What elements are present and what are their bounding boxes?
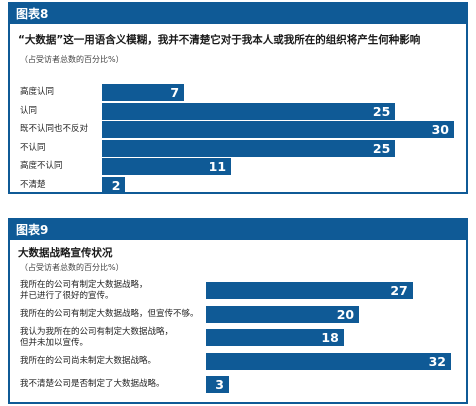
value-label: 3 bbox=[215, 377, 224, 392]
value-label: 11 bbox=[208, 159, 227, 174]
bar: 32 bbox=[206, 352, 451, 370]
bar: 11 bbox=[102, 158, 232, 175]
bar: 18 bbox=[206, 329, 344, 346]
bar: 2 bbox=[102, 176, 126, 194]
value-label: 18 bbox=[321, 330, 339, 345]
chart-title: 大数据战略宣传状况 bbox=[18, 247, 113, 259]
bar: 3 bbox=[206, 376, 229, 393]
category-label: 认同 bbox=[20, 105, 38, 116]
category-label: 我所在的公司有制定大数据战略，但宣传不够。 bbox=[20, 308, 199, 319]
bar: 27 bbox=[206, 282, 413, 299]
category-label: 我所在的公司有制定大数据战略， 并已进行了很好的宣传。 bbox=[20, 279, 148, 301]
chart-header: 图表9 bbox=[10, 220, 466, 240]
bar: 25 bbox=[102, 102, 396, 120]
category-label: 高度不认同 bbox=[20, 161, 63, 171]
value-label: 25 bbox=[372, 140, 391, 156]
chart-header: 图表8 bbox=[10, 4, 466, 24]
value-label: 25 bbox=[372, 103, 391, 119]
bar: 25 bbox=[102, 139, 396, 157]
value-label: 2 bbox=[111, 177, 121, 193]
chart-panel-9: 图表9 大数据战略宣传状况 （占受访者总数的百分比%） 我所在的公司有制定大数据… bbox=[8, 218, 468, 404]
category-label: 不认同 bbox=[20, 142, 46, 153]
category-label: 我认为我所在的公司有制定大数据战略， 但并未加以宣传。 bbox=[20, 326, 174, 348]
category-label: 我不清楚公司是否制定了大数据战略。 bbox=[20, 379, 165, 389]
chart-panel-8: 图表8 “大数据”这一用语含义模糊，我并不清楚它对于我本人或我所在的组织将产生何… bbox=[8, 2, 468, 194]
category-label: 既不认同也不反对 bbox=[20, 124, 89, 134]
bar: 30 bbox=[102, 121, 454, 138]
value-label: 7 bbox=[170, 85, 180, 100]
category-label: 不清楚 bbox=[20, 179, 46, 190]
category-label: 我所在的公司尚未制定大数据战略。 bbox=[20, 355, 157, 366]
bar: 7 bbox=[102, 84, 185, 101]
value-label: 30 bbox=[431, 122, 449, 137]
chart-subtitle: （占受访者总数的百分比%） bbox=[20, 263, 124, 272]
bar: 20 bbox=[206, 305, 360, 323]
value-label: 27 bbox=[390, 283, 408, 298]
chart-subtitle: （占受访者总数的百分比%） bbox=[20, 55, 124, 64]
category-label: 高度认同 bbox=[20, 87, 55, 97]
chart-title: “大数据”这一用语含义模糊，我并不清楚它对于我本人或我所在的组织将产生何种影响 bbox=[18, 34, 421, 46]
value-label: 32 bbox=[428, 353, 446, 369]
value-label: 20 bbox=[336, 306, 355, 322]
